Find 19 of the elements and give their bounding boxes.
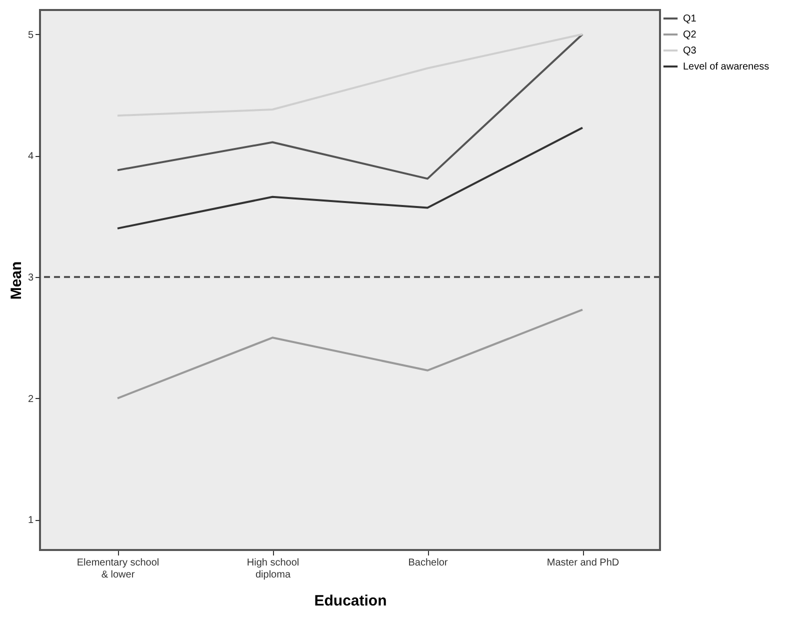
x-tick-label: Bachelor xyxy=(408,558,448,568)
x-axis-title: Education xyxy=(314,592,387,610)
line-series xyxy=(116,33,584,117)
y-tick-label: 5 xyxy=(28,30,34,41)
y-tick-label: 3 xyxy=(28,272,34,284)
x-tick-label: Master and PhD xyxy=(546,558,620,568)
x-tick-label: High school diploma xyxy=(246,558,300,580)
line-series xyxy=(116,126,584,230)
y-tick-label: 4 xyxy=(28,151,34,162)
legend-label: Q2 xyxy=(683,30,697,40)
legend-label: Level of awareness xyxy=(683,62,770,72)
y-axis-title: Mean xyxy=(8,261,25,300)
legend-label: Q3 xyxy=(683,46,697,56)
y-tick-label: 1 xyxy=(28,515,34,526)
line-series xyxy=(116,308,584,400)
x-tick-label: Elementary school & lower xyxy=(76,558,160,580)
y-tick-label: 2 xyxy=(28,394,34,405)
legend-label: Q1 xyxy=(683,14,697,24)
line-series xyxy=(116,33,584,180)
